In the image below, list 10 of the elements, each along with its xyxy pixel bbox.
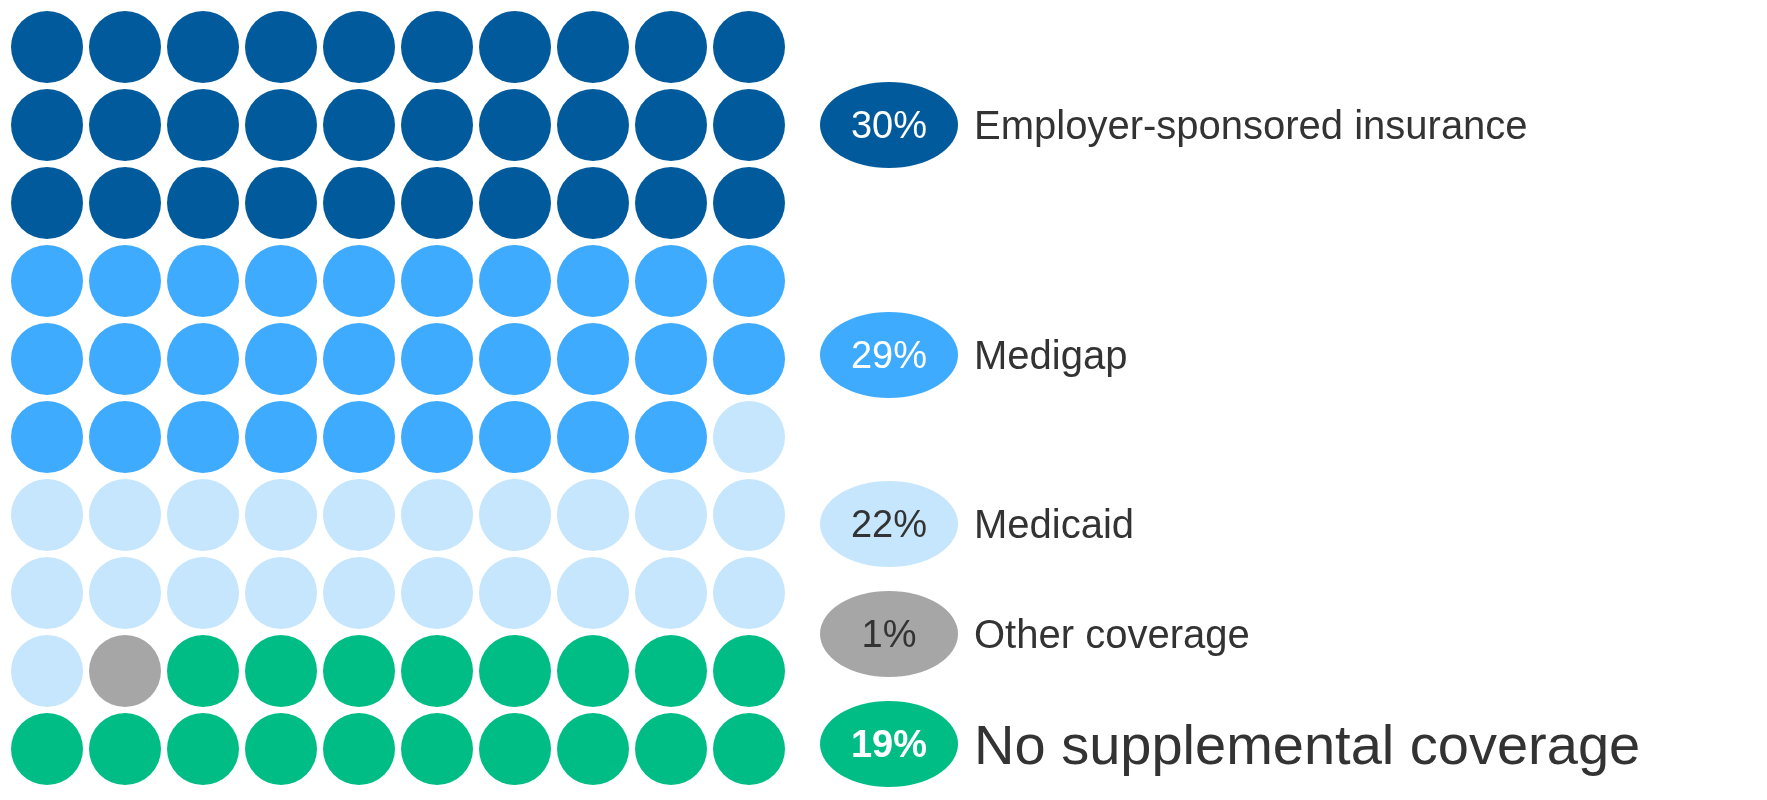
category-label: No supplemental coverage	[974, 711, 1641, 777]
data-label: 1%	[861, 612, 917, 656]
category-label: Medicaid	[974, 501, 1135, 547]
category-label: Other coverage	[974, 611, 1250, 657]
data-label: 29%	[850, 333, 928, 377]
data-label: 22%	[850, 502, 928, 546]
category-label: Medigap	[974, 332, 1128, 378]
data-label: 19%	[850, 722, 928, 766]
category-label: Employer-sponsored insurance	[974, 102, 1528, 148]
data-label: 30%	[850, 103, 928, 147]
